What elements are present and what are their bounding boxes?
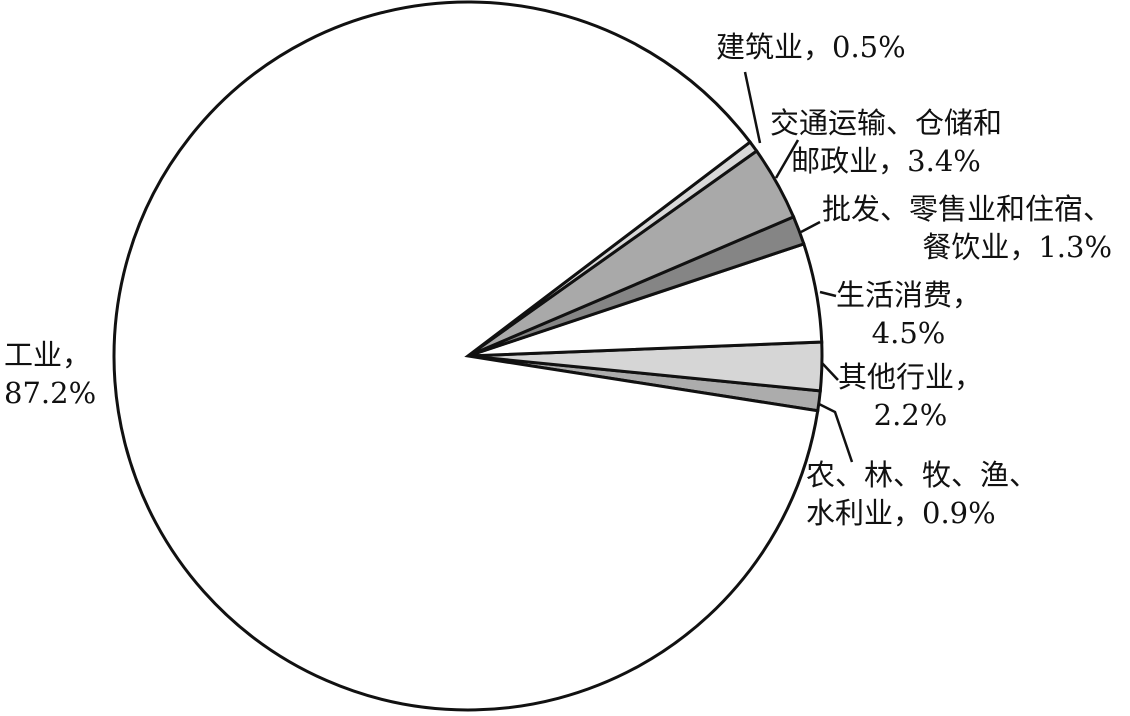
label-line: 邮政业，3.4% — [791, 144, 981, 178]
label-line: 其他行业， — [838, 360, 984, 394]
label-line: 2.2% — [873, 398, 948, 432]
label-line: 建筑业，0.5% — [716, 30, 906, 64]
label-line: 批发、零售业和住宿、 — [822, 192, 1113, 226]
leader-line-4 — [774, 139, 800, 179]
leader-line-5 — [743, 71, 762, 144]
label-agriculture: 农、林、牧、渔、 水利业，0.9% — [806, 456, 1038, 532]
label-line: 生活消费， — [836, 278, 982, 312]
label-line: 农、林、牧、渔、 — [806, 458, 1039, 492]
label-transport: 交通运输、仓储和 邮政业，3.4% — [770, 104, 1002, 180]
pie-slice-6 — [112, 0, 820, 712]
leader-line-0 — [818, 402, 854, 463]
label-line: 餐饮业，1.3% — [922, 230, 1113, 264]
label-line: 87.2% — [4, 376, 97, 410]
leader-line-2 — [819, 290, 837, 298]
label-line: 工业， — [4, 338, 92, 372]
label-line: 4.5% — [871, 316, 946, 350]
leader-line-1 — [821, 362, 839, 381]
label-living: 生活消费， 4.5% — [836, 276, 981, 352]
label-construction: 建筑业，0.5% — [716, 28, 906, 66]
leader-line-3 — [800, 220, 821, 234]
label-line: 水利业，0.9% — [806, 496, 996, 530]
label-wholesale: 批发、零售业和住宿、 餐饮业，1.3% — [822, 190, 1112, 266]
label-other: 其他行业， 2.2% — [838, 358, 983, 434]
label-line: 交通运输、仓储和 — [770, 106, 1003, 140]
label-industry: 工业， 87.2% — [4, 336, 96, 412]
